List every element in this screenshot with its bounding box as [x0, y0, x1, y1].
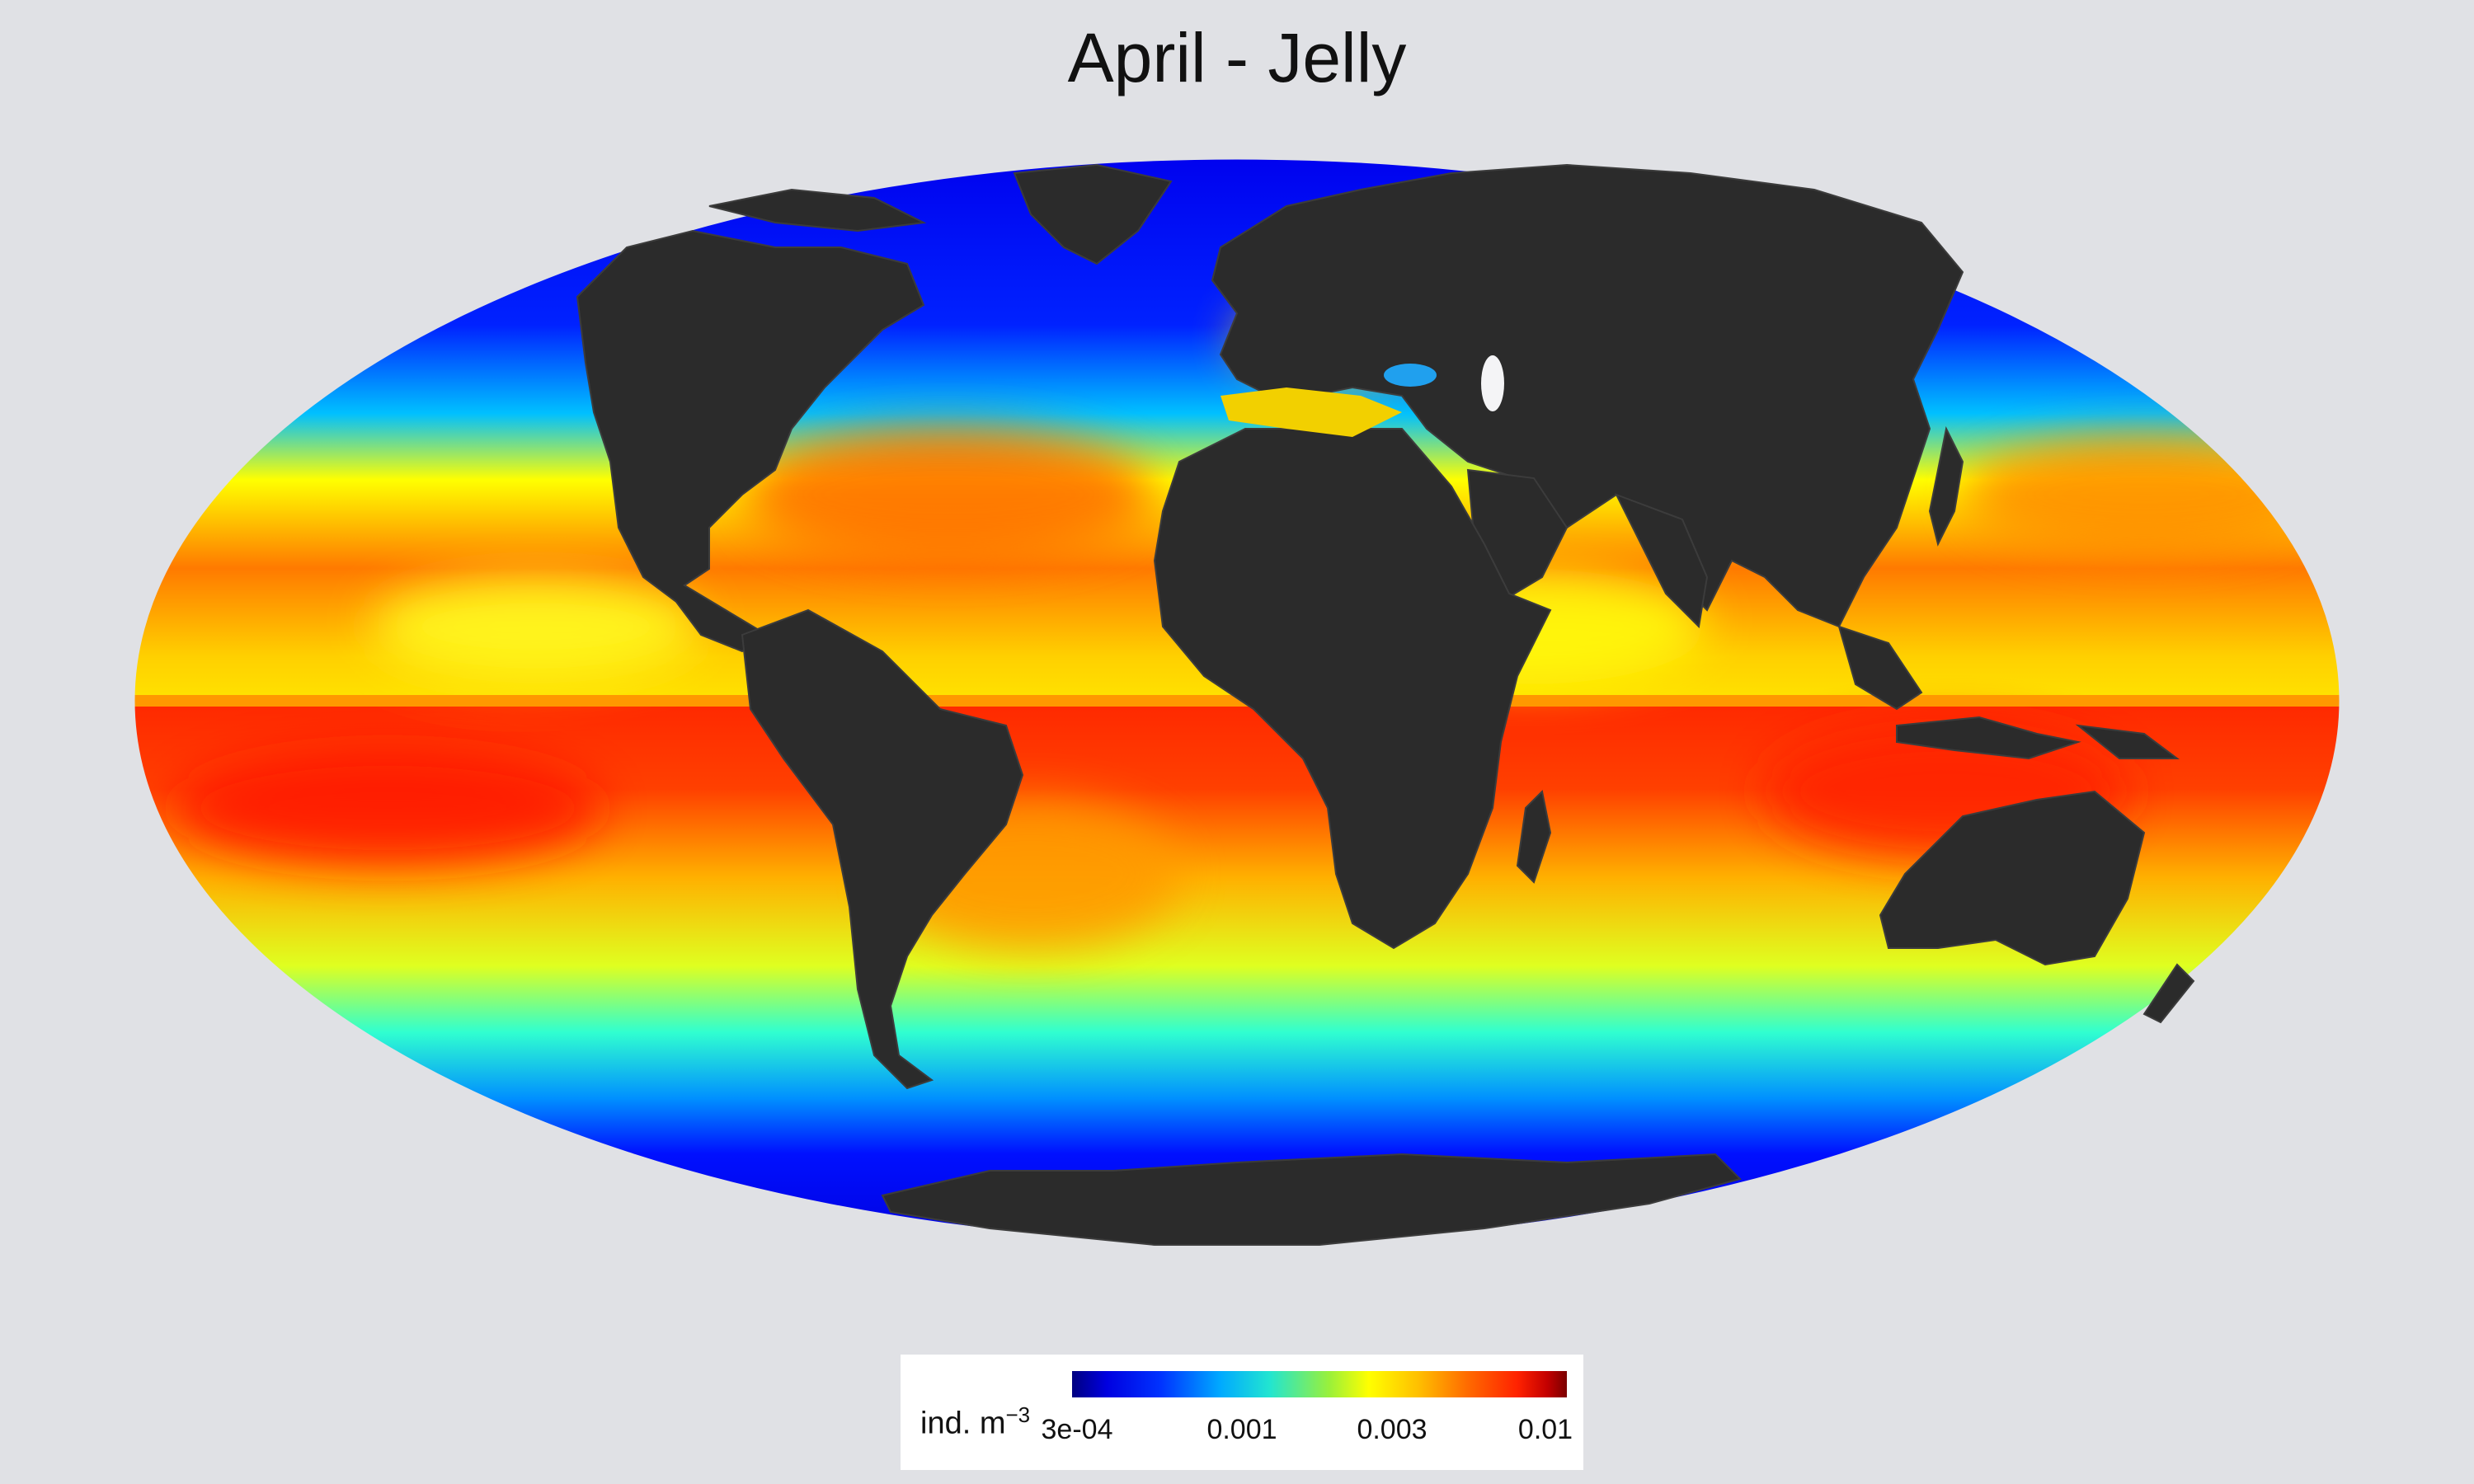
japan	[1928, 425, 1964, 547]
map-title: April - Jelly	[1067, 19, 1407, 96]
india	[1614, 493, 1709, 629]
legend-tick-0.001: 0.001	[1206, 1414, 1277, 1445]
southeast-asia	[1837, 625, 1923, 711]
color-legend: ind. m−3 3e-04 0.001 0.003 0.01	[901, 1355, 1583, 1470]
antarctica	[881, 1153, 1742, 1246]
south-america	[741, 608, 1024, 1090]
landmasses	[576, 163, 2195, 1246]
equator-band	[134, 695, 2340, 707]
caspian-sea	[1481, 355, 1504, 411]
north-america	[576, 229, 925, 653]
black-sea	[1384, 364, 1437, 387]
new-zealand	[2142, 963, 2195, 1024]
mediterranean-sea	[1221, 387, 1402, 437]
legend-unit-label: ind. m−3	[920, 1402, 1031, 1441]
australia	[1879, 790, 2146, 966]
indonesia	[1896, 716, 2081, 760]
greenland	[1013, 163, 1173, 265]
africa	[1153, 428, 1552, 950]
legend-tick-0.003: 0.003	[1357, 1414, 1427, 1445]
new-guinea	[2075, 724, 2180, 759]
inland-seas	[1221, 355, 1504, 437]
canadian-archipelago	[708, 188, 927, 232]
legend-tick-0.01: 0.01	[1517, 1414, 1573, 1445]
madagascar	[1516, 789, 1552, 884]
legend-tick-3e-04: 3e-04	[1041, 1414, 1113, 1445]
colorbar	[1072, 1371, 1567, 1397]
